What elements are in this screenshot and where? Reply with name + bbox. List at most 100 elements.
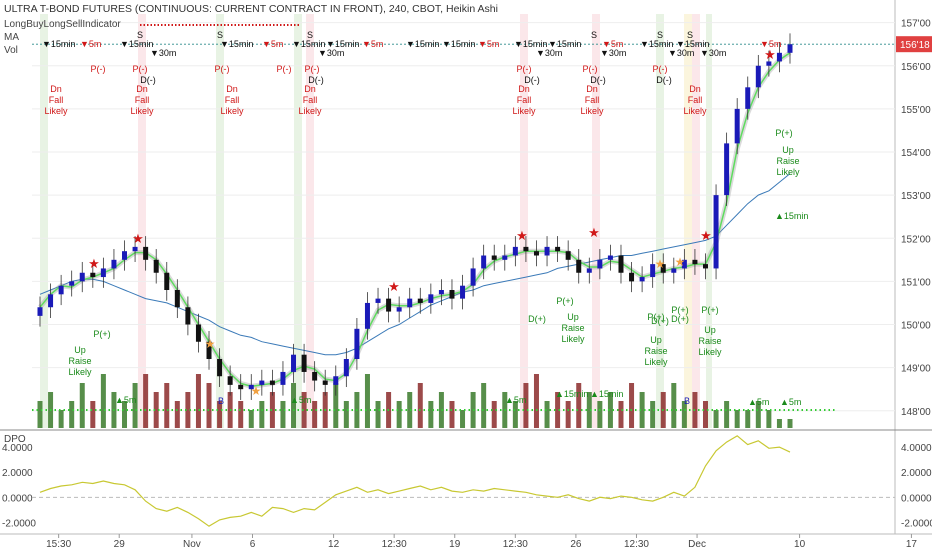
candle-body: [745, 87, 751, 109]
p-plus-label: P(+): [701, 305, 718, 315]
sell-setup-text: Likely: [512, 106, 536, 116]
indicator-label[interactable]: LongBuyLongSellIndicator: [4, 19, 121, 30]
sell-star-icon: ★: [516, 228, 528, 243]
buy-setup-text: Raise: [68, 356, 91, 366]
last-price-label: 156'18: [900, 40, 930, 51]
volume-bar: [58, 410, 64, 428]
vol-label[interactable]: Vol: [4, 45, 18, 56]
buy-setup-text: Raise: [776, 156, 799, 166]
time-tick-label: Dec: [688, 539, 706, 550]
candle-body: [301, 354, 307, 372]
sell-setup-text: Dn: [518, 84, 530, 94]
sell-marker: ▼5m: [80, 39, 101, 49]
sell-star-icon: ★: [588, 225, 600, 240]
b-label: B: [684, 396, 690, 406]
candle-body: [164, 272, 170, 290]
volume-bar: [417, 383, 423, 428]
price-tick-label: 151'00: [901, 277, 931, 288]
volume-bar: [301, 392, 307, 428]
price-tick-label: 152'00: [901, 234, 931, 245]
signal-band: [692, 14, 700, 428]
ma-label[interactable]: MA: [4, 32, 19, 43]
signal-band: [592, 14, 600, 428]
time-tick-label: 17: [906, 539, 918, 550]
candle-body: [787, 44, 793, 53]
volume-bar: [174, 401, 180, 428]
candle-body: [396, 307, 402, 312]
volume-bar: [565, 401, 571, 428]
candle-body: [660, 264, 666, 273]
candle-body: [174, 290, 180, 308]
volume-bar: [618, 401, 624, 428]
volume-bar: [259, 401, 265, 428]
time-tick-label: 12: [328, 539, 340, 550]
buy-setup-text: Up: [782, 145, 794, 155]
sell-marker: ▼15min: [514, 39, 547, 49]
time-tick-label: Nov: [183, 539, 201, 550]
candle-body: [544, 246, 550, 256]
volume-bar: [702, 401, 708, 428]
buy-setup-text: Likely: [644, 357, 668, 367]
p-plus-label: P(+): [671, 305, 688, 315]
candle-body: [195, 324, 201, 342]
sell-marker: ▼5m: [602, 39, 623, 49]
sell-star-icon: ★: [700, 228, 712, 243]
volume-bar: [787, 419, 793, 428]
volume-bar: [650, 401, 656, 428]
buy-star-icon: ★: [655, 257, 666, 271]
volume-bar: [375, 401, 381, 428]
volume-bar: [533, 374, 539, 428]
candle-body: [502, 255, 508, 260]
candle-body: [671, 268, 677, 273]
price-tick-label: 154'00: [901, 148, 931, 159]
sell-marker: ▼15min: [406, 39, 439, 49]
signal-band: [306, 14, 314, 428]
p-minus-label: P(-): [133, 64, 148, 74]
candle-body: [734, 108, 740, 144]
dpo-tick-label-left: 0.0000: [2, 493, 33, 504]
sell-marker: ▼5m: [262, 39, 283, 49]
candle-body: [607, 255, 613, 260]
sell-setup-text: Likely: [44, 106, 68, 116]
sell-marker-30m: ▼30m: [600, 48, 626, 58]
candle-body: [724, 143, 730, 196]
s-label: S: [137, 30, 143, 40]
volume-bar: [428, 401, 434, 428]
time-tick-label: 26: [570, 539, 582, 550]
price-tick-label: 148'00: [901, 407, 931, 418]
buy-marker: ▲15min: [555, 389, 588, 399]
volume-bar: [586, 392, 592, 428]
p-plus-label: P(+): [647, 312, 664, 322]
candle-body: [291, 354, 297, 372]
sell-star-icon: ★: [388, 279, 400, 294]
dpo-tick-label: 4.0000: [901, 443, 932, 454]
sell-setup-text: Fall: [225, 95, 240, 105]
dpo-label[interactable]: DPO: [4, 434, 26, 445]
sell-setup-text: Fall: [688, 95, 703, 105]
candle-body: [576, 259, 582, 273]
signal-band: [294, 14, 302, 428]
buy-setup-text: Likely: [561, 334, 585, 344]
sell-setup-text: Likely: [580, 106, 604, 116]
volume-bar: [713, 410, 719, 428]
price-tick-label: 156'00: [901, 62, 931, 73]
buy-setup-text: Up: [704, 325, 716, 335]
candle-body: [586, 268, 592, 273]
volume-bar: [364, 374, 370, 428]
candle-body: [364, 302, 370, 329]
volume-bar: [269, 392, 275, 428]
sell-marker: ▼15min: [548, 39, 581, 49]
candle-body: [702, 264, 708, 269]
volume-bar: [491, 401, 497, 428]
candle-body: [280, 371, 286, 385]
buy-setup-text: Raise: [698, 336, 721, 346]
candle-body: [100, 268, 106, 278]
sell-setup-text: Dn: [226, 84, 238, 94]
volume-bar: [238, 401, 244, 428]
volume-bar: [407, 392, 413, 428]
price-tick-label: 149'00: [901, 364, 931, 375]
candle-body: [37, 307, 43, 316]
p-minus-label: P(-): [277, 64, 292, 74]
